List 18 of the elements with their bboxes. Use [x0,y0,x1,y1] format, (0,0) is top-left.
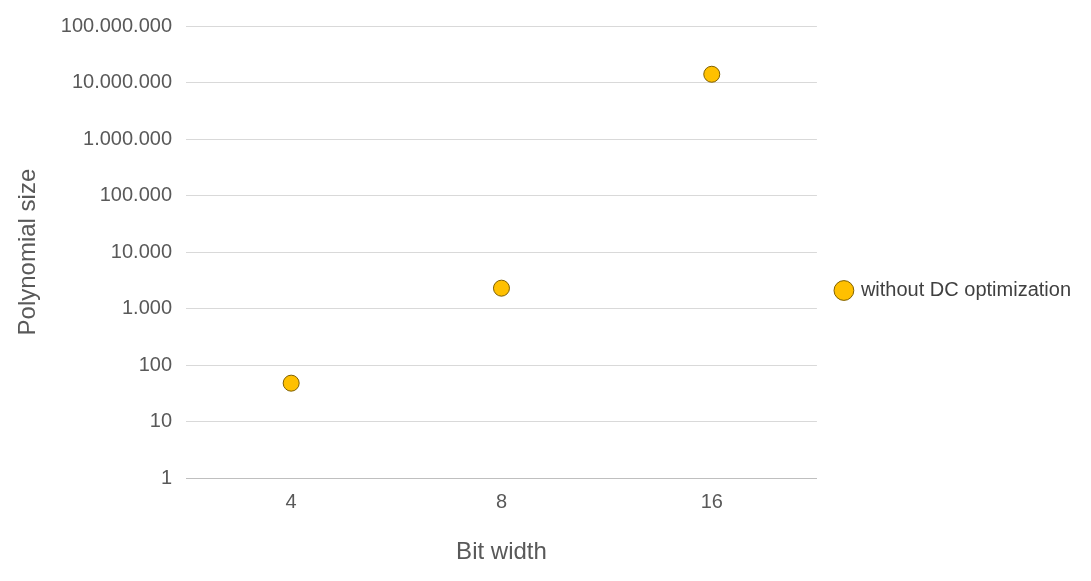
y-tick-label: 100 [138,352,173,375]
y-tick-label: 10.000 [110,239,173,262]
legend-label: without DC optimization [859,278,1072,301]
y-axis-title: Polynomial size [13,168,41,336]
point [282,374,300,392]
y-tick-label: 1.000 [121,296,173,319]
y-tick-label: 1.000.000 [83,126,173,149]
x-tick-label: 4 [285,489,297,512]
point [492,279,510,297]
y-tick-label: 1 [160,465,173,488]
y-tick-label: 10.000.000 [71,70,173,93]
y-tick-label: 10 [149,409,173,432]
x-tick-label: 8 [495,489,508,512]
x-tick-label: 16 [700,489,723,512]
x-axis-title: Bit width [456,537,547,565]
point [703,65,721,83]
y-tick-label: 100.000 [99,183,173,206]
y-tick-label: 100.000.000 [60,13,173,36]
